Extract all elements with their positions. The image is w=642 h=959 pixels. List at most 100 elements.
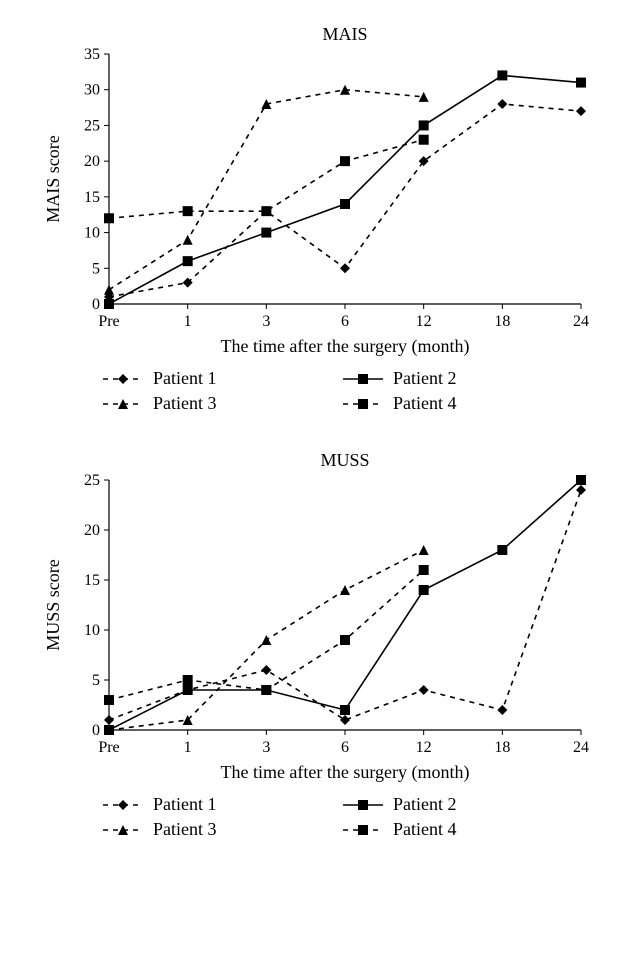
series-marker: [419, 120, 429, 130]
series-marker: [183, 675, 193, 685]
series-marker: [104, 299, 114, 309]
legend-label: Patient 2: [393, 368, 457, 389]
y-tick-label: 0: [92, 722, 100, 739]
chart-mais: MAIS05101520253035Pre136121824The time a…: [41, 20, 601, 360]
legend-item: Patient 1: [101, 368, 341, 389]
legend-item: Patient 1: [101, 794, 341, 815]
x-tick-label: Pre: [98, 739, 119, 756]
series-marker: [183, 206, 193, 216]
series-marker: [497, 545, 507, 555]
legend-swatch: [341, 822, 385, 838]
legend-swatch: [341, 797, 385, 813]
legend-swatch: [101, 822, 145, 838]
x-tick-label: 6: [341, 739, 349, 756]
legend-swatch: [101, 797, 145, 813]
y-tick-label: 30: [84, 82, 100, 99]
series-marker: [340, 263, 350, 273]
legend-swatch: [341, 371, 385, 387]
legend-swatch: [341, 396, 385, 412]
chart-title: MAIS: [322, 24, 367, 44]
series-line: [109, 480, 581, 730]
y-tick-label: 10: [84, 225, 100, 242]
series-marker: [261, 635, 271, 645]
series-marker: [497, 70, 507, 80]
series-marker: [576, 78, 586, 88]
x-tick-label: 24: [573, 313, 589, 330]
series-marker: [419, 565, 429, 575]
series-marker: [261, 685, 271, 695]
series-line: [109, 490, 581, 720]
chart-title: MUSS: [320, 450, 369, 470]
series-line: [109, 570, 424, 700]
y-tick-label: 15: [84, 572, 100, 589]
series-marker: [340, 199, 350, 209]
series-marker: [419, 92, 429, 102]
x-tick-label: 3: [262, 739, 270, 756]
series-marker: [576, 485, 586, 495]
series-marker: [419, 545, 429, 555]
series-line: [109, 90, 424, 290]
legend: Patient 1 Patient 2 Patient 3 Patient 4: [101, 792, 581, 842]
y-tick-label: 35: [84, 46, 100, 63]
series-marker: [497, 99, 507, 109]
y-tick-label: 0: [92, 296, 100, 313]
legend-item: Patient 4: [341, 393, 581, 414]
legend: Patient 1 Patient 2 Patient 3 Patient 4: [101, 366, 581, 416]
chart-muss: MUSS 0 5 10 15 20 25 Pre 1 3 6 12 18 24 The time after…: [41, 446, 601, 786]
x-axis-label: The time after the surgery (month): [220, 762, 469, 783]
x-tick-label: 1: [184, 313, 192, 330]
y-tick-label: 10: [84, 622, 100, 639]
series-marker: [419, 685, 429, 695]
y-axis-label: MAIS score: [43, 135, 63, 223]
y-tick-label: 5: [92, 672, 100, 689]
legend-item: Patient 3: [101, 819, 341, 840]
y-tick-label: 25: [84, 117, 100, 134]
legend-item: Patient 3: [101, 393, 341, 414]
series-marker: [576, 475, 586, 485]
series-marker: [261, 206, 271, 216]
y-tick-label: 20: [84, 153, 100, 170]
legend-label: Patient 1: [153, 794, 217, 815]
legend-label: Patient 2: [393, 794, 457, 815]
series-marker: [183, 256, 193, 266]
x-tick-label: 1: [184, 739, 192, 756]
x-tick-label: 24: [573, 739, 589, 756]
y-tick-label: 15: [84, 189, 100, 206]
series-marker: [419, 135, 429, 145]
series-marker: [340, 156, 350, 166]
legend-label: Patient 3: [153, 393, 217, 414]
series-marker: [340, 705, 350, 715]
x-tick-label: 3: [262, 313, 270, 330]
series-marker: [419, 585, 429, 595]
y-tick-label: 20: [84, 522, 100, 539]
x-tick-label: 18: [494, 739, 510, 756]
series-marker: [104, 285, 114, 295]
legend-swatch: [101, 396, 145, 412]
x-tick-label: 12: [416, 739, 432, 756]
series-marker: [261, 665, 271, 675]
x-axis-label: The time after the surgery (month): [220, 336, 469, 357]
series-marker: [497, 705, 507, 715]
legend-label: Patient 4: [393, 393, 457, 414]
chart-block: MAIS05101520253035Pre136121824The time a…: [41, 20, 601, 416]
x-tick-label: 12: [416, 313, 432, 330]
series-marker: [104, 213, 114, 223]
series-marker: [340, 585, 350, 595]
series-marker: [183, 685, 193, 695]
series-marker: [340, 635, 350, 645]
series-marker: [261, 228, 271, 238]
y-tick-label: 25: [84, 472, 100, 489]
legend-item: Patient 2: [341, 368, 581, 389]
series-marker: [104, 715, 114, 725]
y-axis-label: MUSS score: [43, 559, 63, 651]
x-tick-label: 18: [494, 313, 510, 330]
legend-label: Patient 1: [153, 368, 217, 389]
x-tick-label: 6: [341, 313, 349, 330]
x-tick-label: Pre: [98, 313, 119, 330]
legend-label: Patient 4: [393, 819, 457, 840]
legend-label: Patient 3: [153, 819, 217, 840]
legend-item: Patient 4: [341, 819, 581, 840]
series-marker: [340, 715, 350, 725]
chart-block: MUSS 0 5 10 15 20 25 Pre 1 3 6 12 18 24 The time after…: [41, 446, 601, 842]
series-marker: [183, 235, 193, 245]
